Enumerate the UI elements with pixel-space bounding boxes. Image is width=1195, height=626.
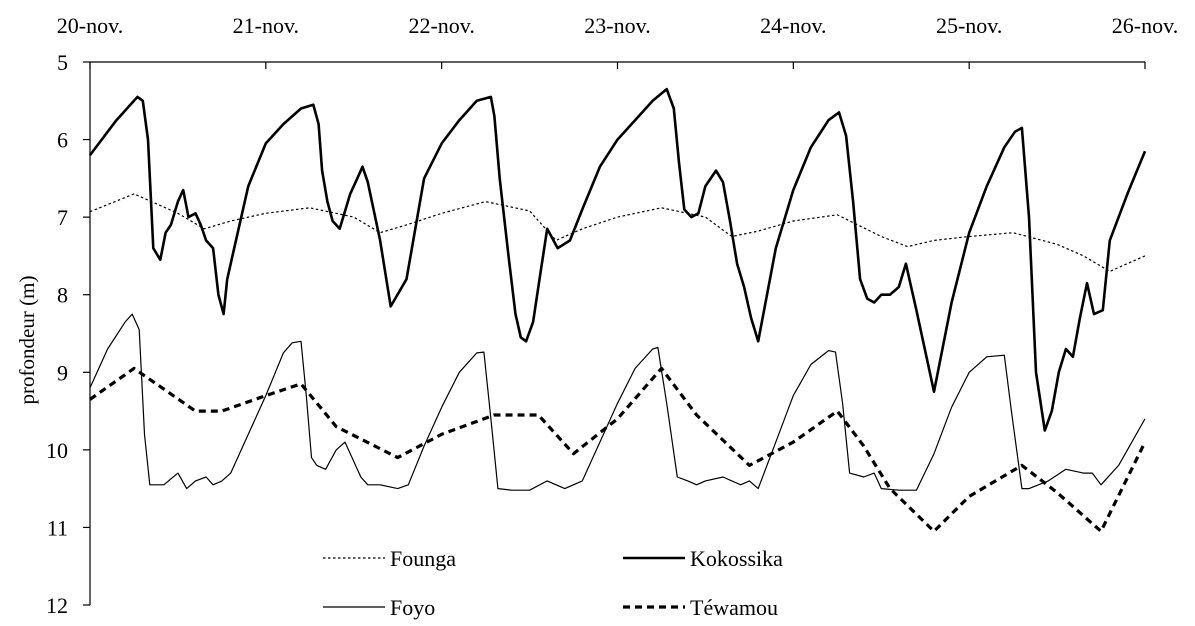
legend-label: Téwamou — [690, 595, 778, 620]
legend-label: Founga — [390, 546, 456, 571]
x-tick-label: 26-nov. — [1112, 13, 1178, 38]
legend-label: Foyo — [390, 595, 435, 620]
y-tick-label: 7 — [57, 205, 68, 230]
series-line-kokossika — [88, 87, 1147, 432]
x-tick-label: 23-nov. — [584, 13, 650, 38]
y-tick-label: 11 — [47, 515, 68, 540]
y-axis-title: profondeur (m) — [15, 276, 39, 405]
x-tick-label: 21-nov. — [233, 13, 299, 38]
x-axis: 20-nov. 21-nov. 22-nov. 23-nov. 24-nov. 25-no… — [57, 13, 1178, 69]
x-tick-label: 20-nov. — [57, 13, 123, 38]
series-line-tewamou — [89, 366, 1147, 533]
y-tick-label: 8 — [57, 283, 68, 308]
series-line-founga — [89, 193, 1146, 272]
y-tick-label: 10 — [46, 438, 68, 463]
x-tick-label: 25-nov. — [936, 13, 1002, 38]
series-line-foyo — [89, 313, 1146, 491]
legend: Founga Kokossika Foyo Téwamou — [323, 546, 783, 620]
x-tick-label: 24-nov. — [760, 13, 826, 38]
y-tick-label: 12 — [46, 593, 68, 618]
y-axis: 5 6 7 8 9 10 11 12 — [46, 50, 91, 618]
x-tick-label: 22-nov. — [408, 13, 474, 38]
y-tick-label: 9 — [57, 360, 68, 385]
y-tick-label: 6 — [57, 128, 68, 153]
series-layer — [88, 87, 1147, 533]
legend-label: Kokossika — [690, 546, 783, 571]
y-tick-label: 5 — [57, 50, 68, 75]
